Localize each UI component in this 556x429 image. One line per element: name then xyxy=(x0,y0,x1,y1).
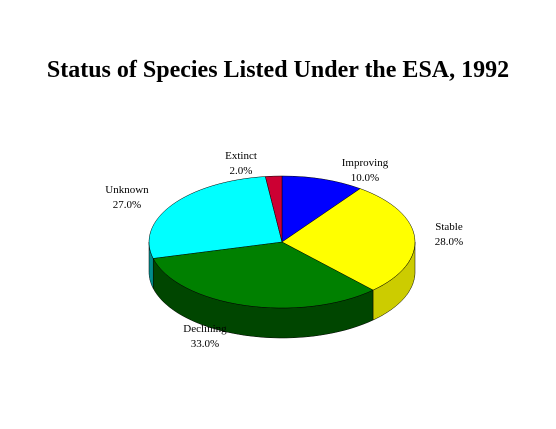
value-label: 2.0% xyxy=(230,165,253,177)
slice xyxy=(148,176,283,259)
slice-label: Unknown xyxy=(105,184,149,196)
value-label: 28.0% xyxy=(435,236,463,248)
value-label: 33.0% xyxy=(191,338,219,350)
slice-label: Extinct xyxy=(225,150,257,162)
value-label: 27.0% xyxy=(113,199,141,211)
slice xyxy=(152,241,374,309)
chart-title: Status of Species Listed Under the ESA, … xyxy=(46,57,510,83)
slice xyxy=(265,175,283,243)
slice xyxy=(281,188,416,291)
slice-label: Stable xyxy=(435,221,463,233)
slice xyxy=(281,175,361,243)
value-label: 10.0% xyxy=(351,172,379,184)
slice-label: Declining xyxy=(183,323,227,335)
slice-label: Improving xyxy=(342,157,389,169)
